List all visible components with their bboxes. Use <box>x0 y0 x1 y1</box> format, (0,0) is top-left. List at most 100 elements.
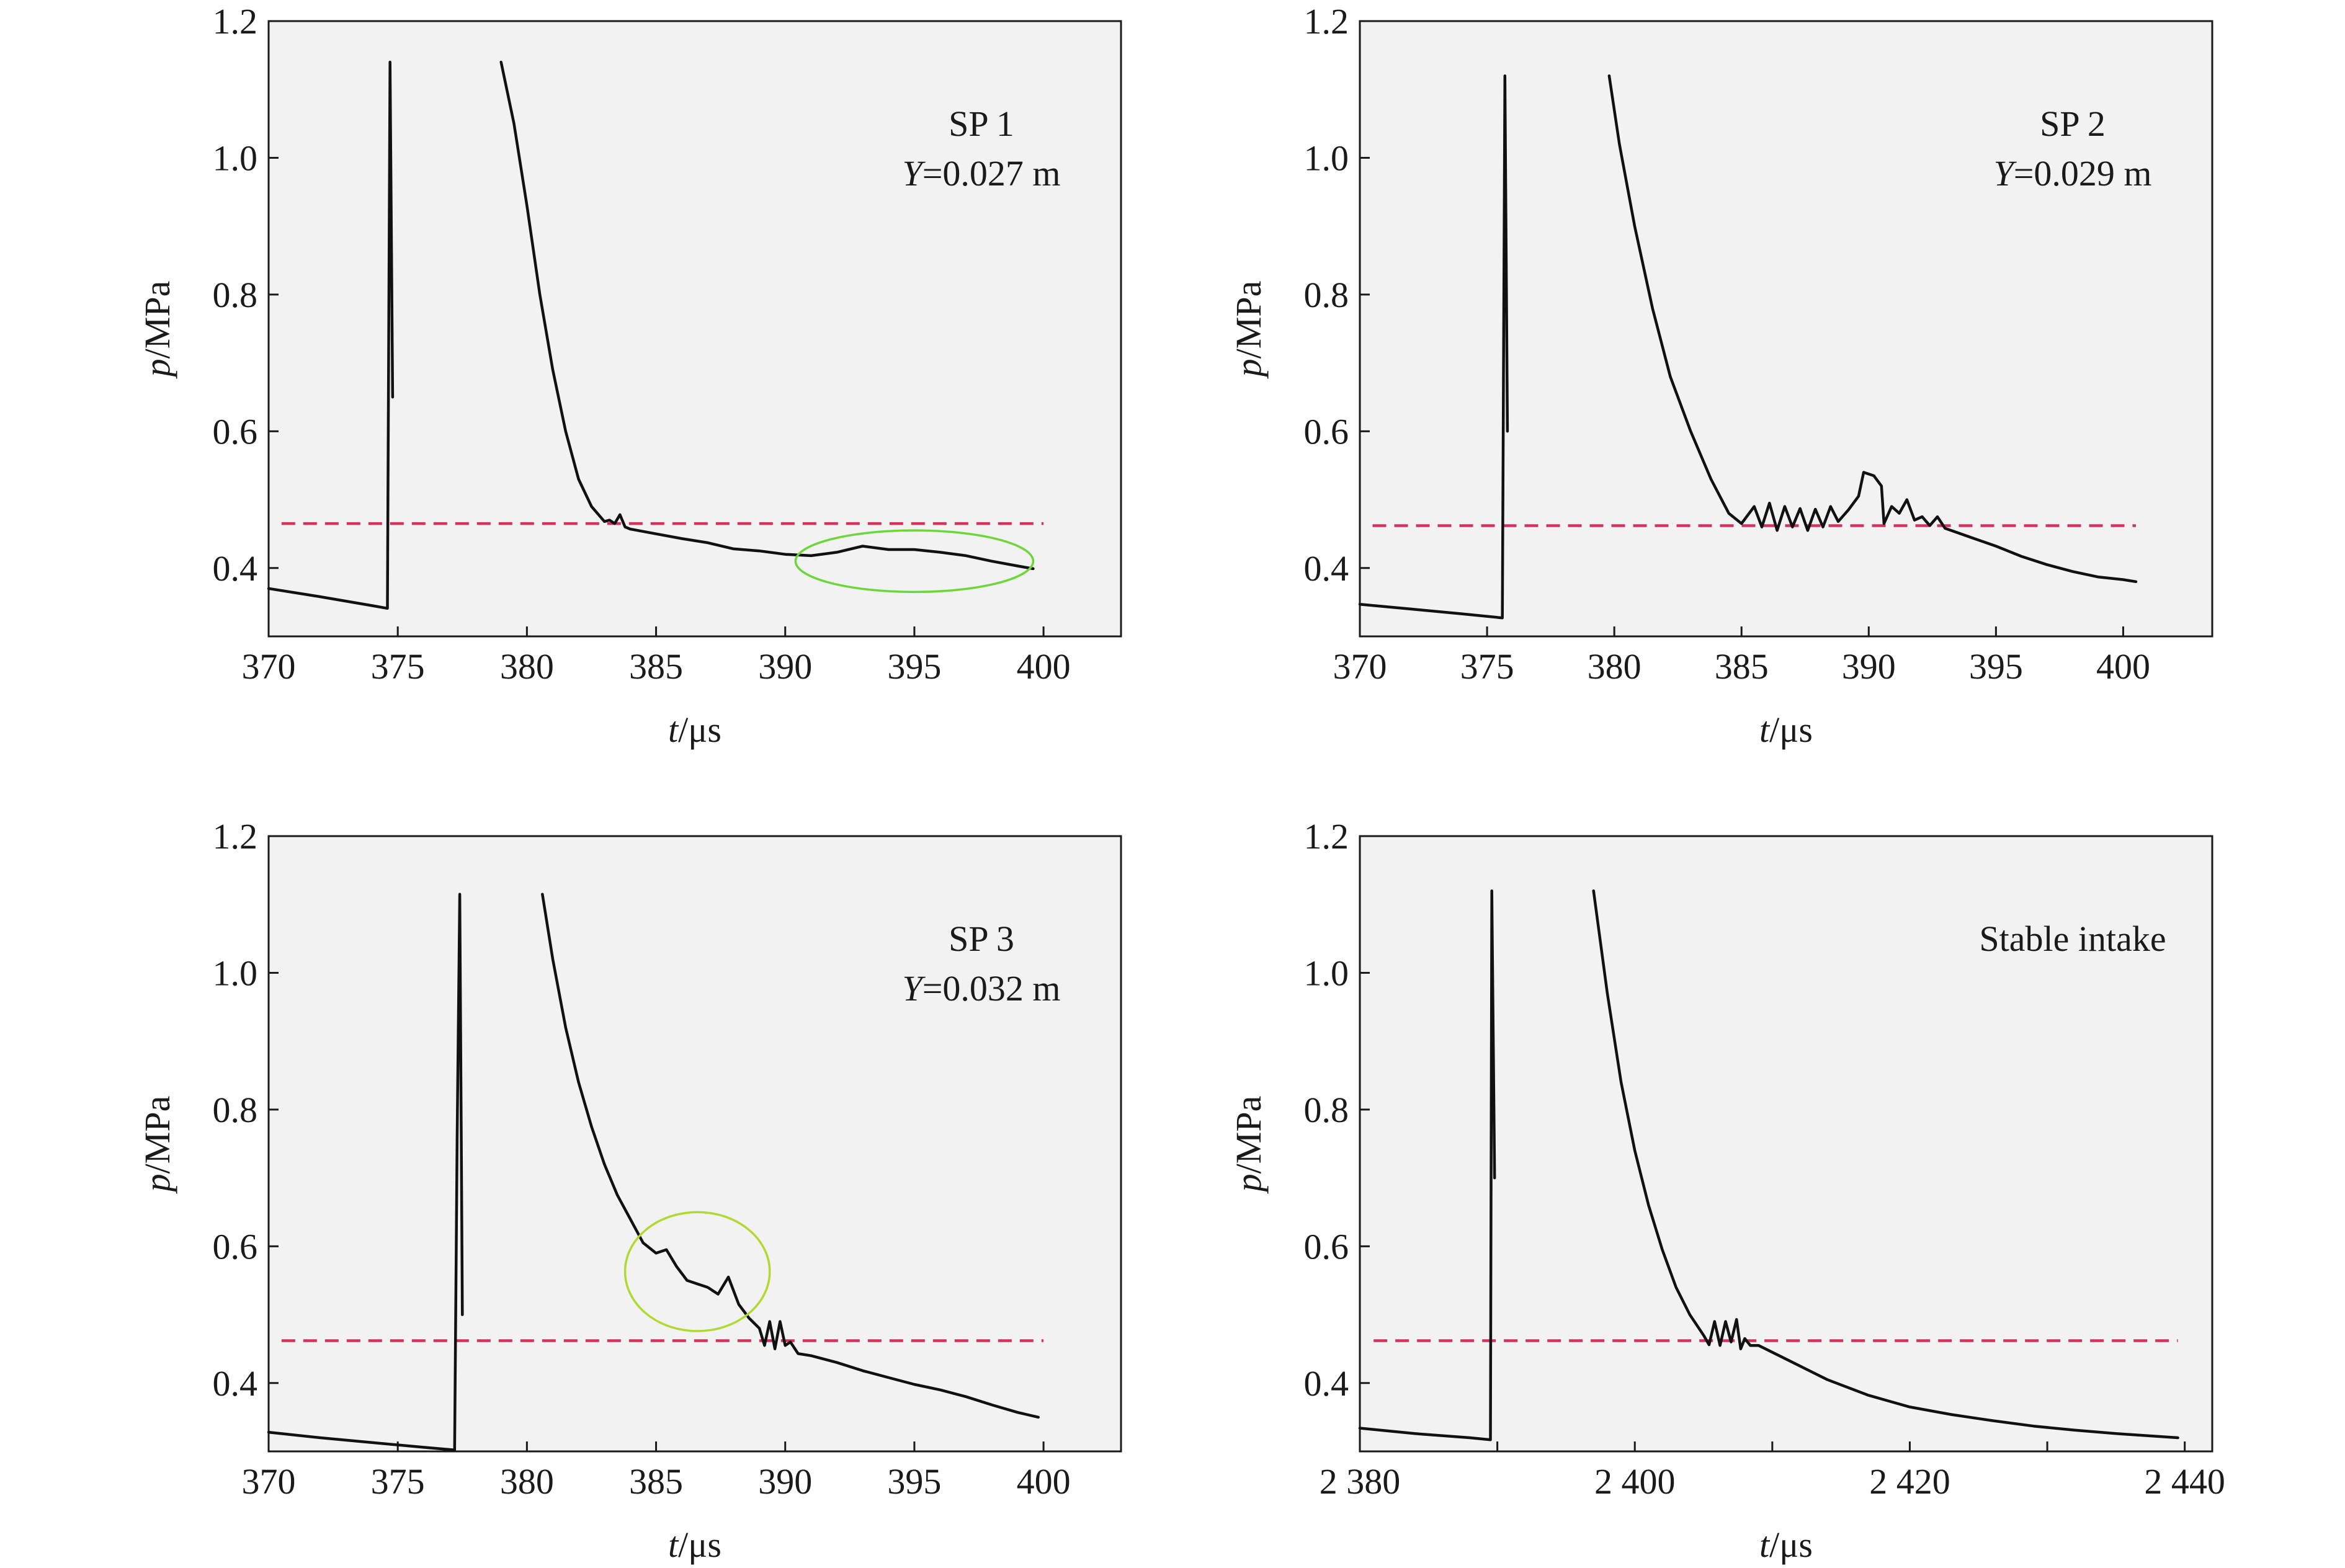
y-tick-label: 1.0 <box>213 953 258 993</box>
annotation-position: Y=0.029 m <box>1993 153 2151 194</box>
x-axis-label: t/μs <box>1759 710 1813 750</box>
annotation-title: SP 2 <box>2040 104 2106 144</box>
x-axis-label: t/μs <box>668 1525 721 1565</box>
x-axis-label: t/μs <box>1759 1525 1813 1565</box>
x-tick-label: 370 <box>1333 646 1387 687</box>
x-axis-unit: /μs <box>1769 1525 1813 1565</box>
x-tick-label: 2 420 <box>1869 1461 1950 1502</box>
x-axis-unit: /μs <box>1769 710 1813 750</box>
x-axis-unit: /μs <box>678 710 721 750</box>
y-tick-label: 1.2 <box>213 816 258 857</box>
annotation-title: SP 1 <box>949 104 1014 144</box>
y-tick-label: 0.4 <box>1304 548 1349 589</box>
pressure-line-segment-2 <box>1607 74 2138 584</box>
annotation-var: Y <box>1993 153 2017 194</box>
plot-area <box>267 835 1122 1453</box>
y-axis-var: p <box>137 359 177 379</box>
y-tick-label: 0.4 <box>213 1363 258 1404</box>
y-tick-label: 1.0 <box>1304 138 1349 178</box>
x-tick-label: 385 <box>629 646 683 687</box>
chart-panel-3: 0.4 0.6 0.8 1.0 1.2 370 375 380 385 390 395 400 t/μs… <box>137 816 1122 1565</box>
x-tick-label: 2 440 <box>2144 1461 2225 1502</box>
y-axis-var: p <box>1228 359 1269 379</box>
x-tick-label: 2 400 <box>1594 1461 1676 1502</box>
y-tick-label: 0.8 <box>213 275 258 315</box>
y-tick-label: 1.2 <box>213 1 258 42</box>
y-axis-label: p/MPa <box>137 1096 177 1195</box>
y-tick-label: 0.6 <box>1304 411 1349 452</box>
x-tick-label: 385 <box>629 1461 683 1502</box>
x-tick-label: 395 <box>887 1461 941 1502</box>
x-tick-label: 400 <box>1017 646 1071 687</box>
x-tick-label: 385 <box>1715 646 1769 687</box>
y-tick-label: 0.8 <box>1304 1090 1349 1130</box>
y-axis-unit: /MPa <box>137 1096 177 1174</box>
y-tick-label: 0.6 <box>213 411 258 452</box>
x-tick-label: 390 <box>758 646 812 687</box>
x-tick-label: 375 <box>371 1461 425 1502</box>
pressure-line-segment-2 <box>499 60 1035 571</box>
x-axis-unit: /μs <box>678 1525 721 1565</box>
plot-area <box>267 20 1122 638</box>
x-tick-label: 400 <box>2096 646 2150 687</box>
y-tick-label: 0.6 <box>213 1226 258 1267</box>
annotation-position: Y=0.032 m <box>902 968 1060 1009</box>
x-tick-label: 375 <box>1460 646 1514 687</box>
annotation-value: =0.027 m <box>922 153 1061 194</box>
x-tick-label: 395 <box>1969 646 2023 687</box>
pressure-line-segment-2 <box>1592 889 2179 1440</box>
x-tick-label: 380 <box>500 646 554 687</box>
pressure-line-segment-1 <box>267 893 464 1452</box>
pressure-line-segment-1 <box>1358 74 1509 620</box>
annotation-var: Y <box>902 153 926 194</box>
x-tick-label: 2 380 <box>1320 1461 1401 1502</box>
x-tick-label: 370 <box>242 1461 296 1502</box>
x-axis-var: t <box>668 1525 679 1565</box>
highlight-ellipse <box>794 529 1035 594</box>
x-tick-label: 390 <box>1842 646 1896 687</box>
y-axis-unit: /MPa <box>1228 1096 1269 1174</box>
x-tick-label: 380 <box>1588 646 1642 687</box>
chart-panel-1: 0.4 0.6 0.8 1.0 1.2 370 375 380 385 390 395 400 t/μs… <box>137 1 1122 750</box>
y-tick-label: 1.0 <box>213 138 258 178</box>
x-tick-label: 380 <box>500 1461 554 1502</box>
y-axis-unit: /MPa <box>1228 281 1269 359</box>
plot-area <box>1359 835 2213 1453</box>
annotation-title: SP 3 <box>949 919 1014 959</box>
y-axis-unit: /MPa <box>137 281 177 359</box>
y-axis-var: p <box>1228 1174 1269 1194</box>
y-axis-label: p/MPa <box>137 281 177 380</box>
x-axis-label: t/μs <box>668 710 721 750</box>
annotation-var: Y <box>902 968 926 1009</box>
y-tick-label: 0.4 <box>1304 1363 1349 1404</box>
x-tick-label: 375 <box>371 646 425 687</box>
y-tick-label: 0.8 <box>213 1090 258 1130</box>
chart-panel-4: 0.4 0.6 0.8 1.0 1.2 2 380 2 400 2 420 2 440 t/μs p… <box>1228 816 2225 1565</box>
pressure-line-segment-1 <box>1358 889 1496 1441</box>
x-tick-label: 390 <box>758 1461 812 1502</box>
annotation-value: =0.032 m <box>922 968 1061 1009</box>
chart-panel-2: 0.4 0.6 0.8 1.0 1.2 370 375 380 385 390 395 400 t/μs… <box>1228 1 2213 750</box>
y-axis-label: p/MPa <box>1228 281 1269 380</box>
y-tick-label: 0.8 <box>1304 275 1349 315</box>
y-tick-label: 1.0 <box>1304 953 1349 993</box>
annotation-value: =0.029 m <box>2014 153 2152 194</box>
pressure-line-segment-2 <box>541 893 1040 1419</box>
y-tick-label: 1.2 <box>1304 1 1349 42</box>
y-axis-var: p <box>137 1174 177 1194</box>
y-tick-label: 1.2 <box>1304 816 1349 857</box>
y-tick-label: 0.4 <box>213 548 258 589</box>
x-axis-var: t <box>1759 710 1771 750</box>
x-axis-var: t <box>1759 1525 1771 1565</box>
pressure-line-segment-1 <box>267 60 395 610</box>
x-tick-label: 400 <box>1017 1461 1071 1502</box>
y-axis-label: p/MPa <box>1228 1096 1269 1195</box>
annotation-position: Y=0.027 m <box>902 153 1060 194</box>
x-axis-var: t <box>668 710 679 750</box>
highlight-ellipse <box>623 1211 771 1332</box>
x-tick-label: 395 <box>887 646 941 687</box>
y-tick-label: 0.6 <box>1304 1226 1349 1267</box>
x-tick-label: 370 <box>242 646 296 687</box>
annotation-title: Stable intake <box>1979 919 2166 959</box>
